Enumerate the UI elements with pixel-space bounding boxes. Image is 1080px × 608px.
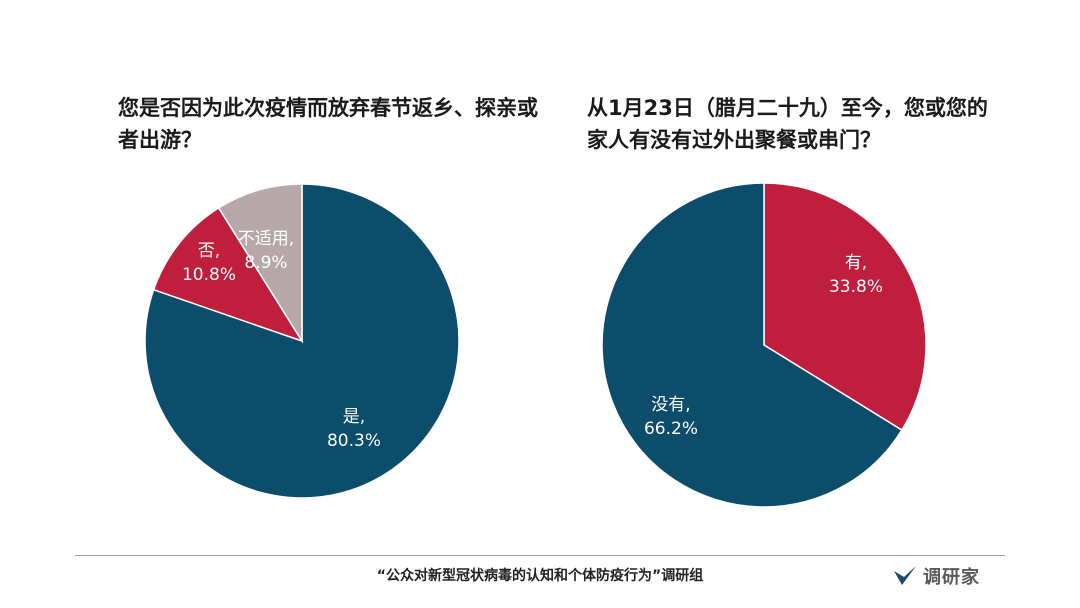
chart-2-title: 从1月23日（腊月二十九）至今，您或您的家人有没有过外出聚餐或串门？: [587, 96, 988, 152]
chart-1-title: 您是否因为此次疫情而放弃春节返乡、探亲或者出游？: [118, 96, 538, 152]
pie-slice-1-2: [152, 206, 304, 343]
pie-chart-gathering: 有, 33.8% 没有, 66.2%: [601, 182, 927, 508]
pie-chart-return-home: 是, 80.3% 否, 10.8%不适用, 8.9%: [144, 183, 460, 499]
pie-slice-1-3: [217, 183, 303, 344]
slice-label-1-1-name: 是,: [343, 407, 365, 427]
pie-slice-2-1: [763, 182, 927, 432]
brand-name: 调研家: [923, 567, 980, 588]
brand-check-icon: [894, 566, 916, 585]
slice-label-1-1-value: 80.3%: [327, 431, 381, 451]
slice-label-2-1-value: 33.8%: [829, 277, 883, 297]
slice-label-2-1-name: 有,: [845, 253, 867, 273]
brand-logo: 调研家: [893, 563, 980, 589]
slice-label-2-2-value: 66.2%: [644, 419, 698, 439]
pie-slice-2-2: [601, 182, 903, 508]
slice-label-1-3-value: 8.9%: [244, 253, 287, 273]
pie-slice-1-1: [144, 183, 460, 499]
footer-divider: [75, 555, 1005, 556]
slice-label-2-2-name: 没有,: [651, 395, 690, 415]
slice-label-1-3-name: 不适用,: [238, 229, 294, 249]
slice-label-1-2-name: 否,: [198, 241, 220, 261]
slice-label-1-2-value: 10.8%: [182, 265, 236, 285]
source-credit: “公众对新型冠状病毒的认知和个体防疫行为”调研组: [376, 568, 704, 584]
